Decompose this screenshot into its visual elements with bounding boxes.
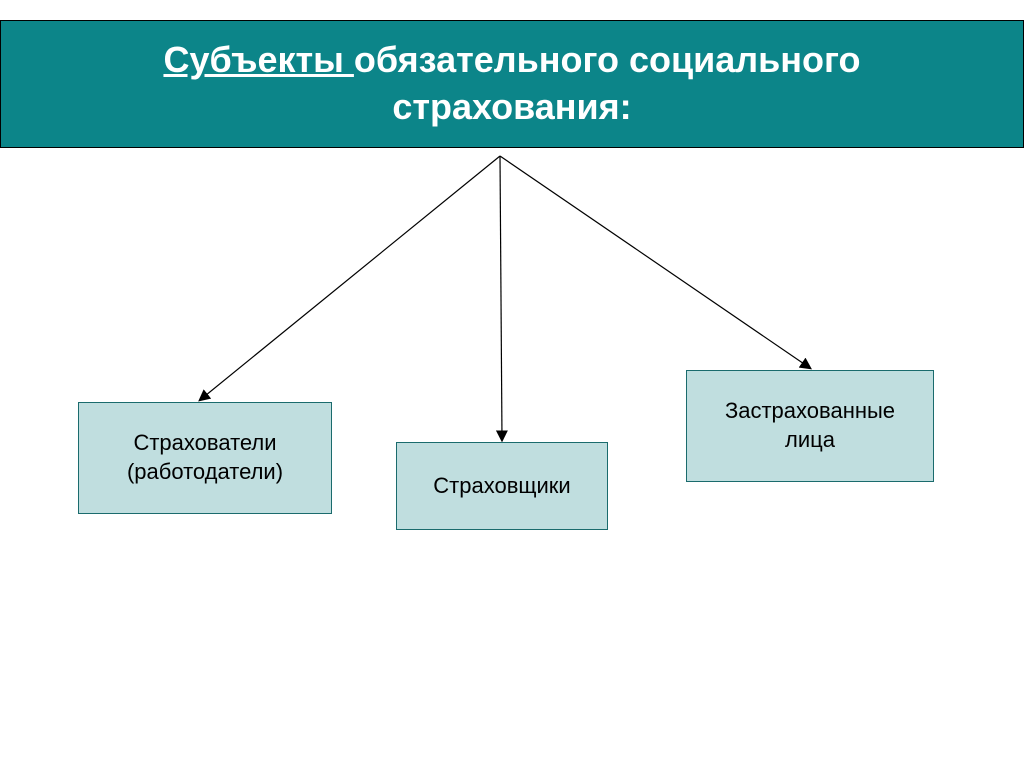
node-center-text: Страховщики xyxy=(433,472,570,501)
node-right: Застрахованные лица xyxy=(686,370,934,482)
node-right-line2: лица xyxy=(785,427,835,452)
header-title: Субъекты обязательного социального страх… xyxy=(163,37,860,131)
header-underlined: Субъекты xyxy=(163,39,353,80)
header-line2: страхования: xyxy=(392,86,631,127)
node-right-text: Застрахованные лица xyxy=(725,397,895,454)
node-left-text: Страхователи (работодатели) xyxy=(127,429,283,486)
arrow-to-center xyxy=(500,156,502,440)
node-left-line1: Страхователи xyxy=(133,430,276,455)
node-left: Страхователи (работодатели) xyxy=(78,402,332,514)
node-center: Страховщики xyxy=(396,442,608,530)
node-center-line1: Страховщики xyxy=(433,473,570,498)
header-banner: Субъекты обязательного социального страх… xyxy=(0,20,1024,148)
node-left-line2: (работодатели) xyxy=(127,459,283,484)
node-right-line1: Застрахованные xyxy=(725,398,895,423)
arrow-to-left xyxy=(200,156,500,400)
arrow-to-right xyxy=(500,156,810,368)
header-rest-line1: обязательного социального xyxy=(354,39,861,80)
diagram-container: Страхователи (работодатели) Страховщики … xyxy=(0,150,1024,650)
